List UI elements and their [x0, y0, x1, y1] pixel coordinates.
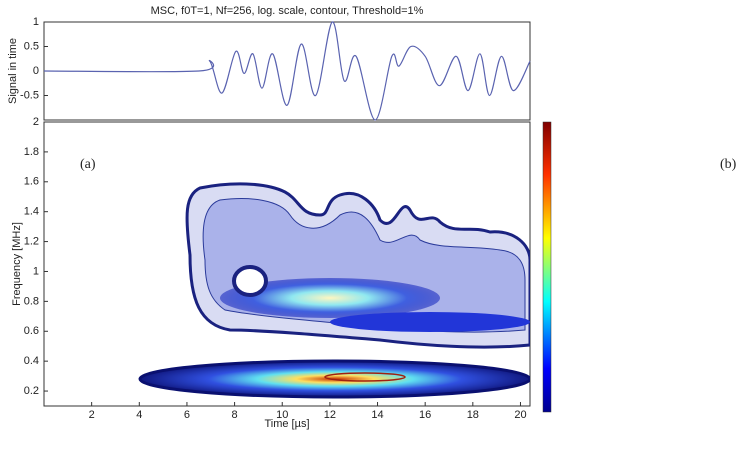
y-axis-label: Frequency [MHz]	[11, 222, 23, 306]
contour-blob	[324, 372, 406, 382]
contour-blob	[220, 278, 440, 318]
x-tick-label: 6	[184, 409, 190, 421]
y-tick-label: 1.2	[24, 235, 39, 247]
y-tick-label: 0.8	[24, 295, 39, 307]
x-axis-label: Time [µs]	[264, 418, 309, 430]
y-axis-label: Signal in time	[7, 38, 19, 104]
contour-field	[138, 182, 530, 399]
y-tick-label: 1	[33, 265, 39, 277]
x-tick-label: 4	[136, 409, 142, 421]
y-tick-label: 1.8	[24, 146, 39, 158]
y-tick-label: 1.6	[24, 176, 39, 188]
annotation: (a)	[80, 157, 96, 172]
y-tick-label: 0.4	[24, 355, 39, 367]
x-tick-label: 18	[467, 409, 479, 421]
contour-blob	[232, 265, 268, 297]
x-tick-label: 8	[232, 409, 238, 421]
x-tick-label: 10	[276, 409, 288, 421]
x-tick-label: 14	[371, 409, 383, 421]
y-tick-label: 0	[33, 65, 39, 77]
annotation: (b)	[720, 157, 737, 172]
y-tick-label: 0.2	[24, 385, 39, 397]
y-tick-label: 1.4	[24, 206, 39, 218]
y-tick-label: 0.6	[24, 325, 39, 337]
x-tick-label: 20	[514, 409, 526, 421]
chart-title: MSC, f0T=1, Nf=256, log. scale, contour,…	[151, 5, 424, 17]
y-tick-label: -0.5	[20, 89, 39, 101]
y-tick-label: 1	[33, 16, 39, 28]
x-tick-label: 12	[324, 409, 336, 421]
x-tick-label: 16	[419, 409, 431, 421]
colorbar	[542, 121, 552, 413]
contour-blob	[330, 312, 530, 332]
y-tick-label: 2	[33, 116, 39, 128]
x-tick-label: 2	[89, 409, 95, 421]
signal-line	[43, 21, 531, 121]
y-tick-label: 0.5	[24, 40, 39, 52]
